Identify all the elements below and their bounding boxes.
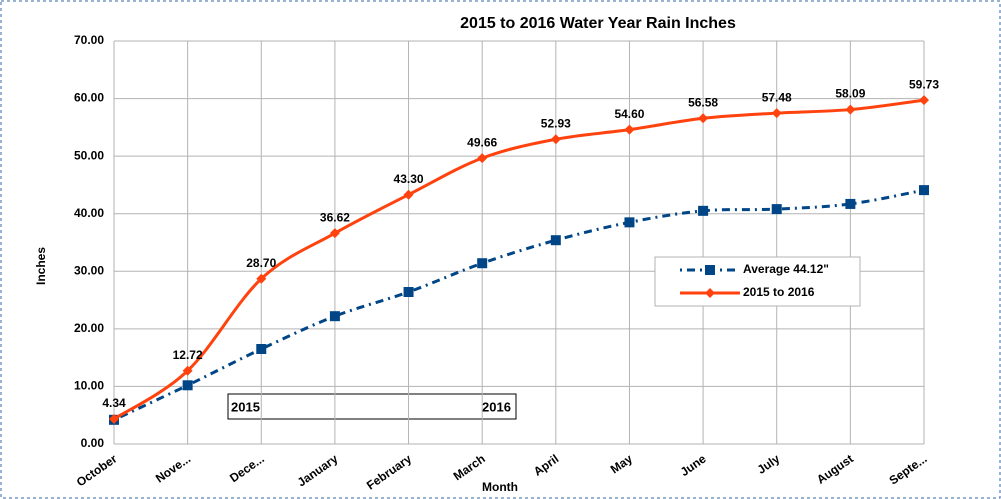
x-tick-label: Dece... <box>227 452 267 486</box>
x-tick-label: April <box>531 452 561 479</box>
marker <box>109 414 119 425</box>
marker <box>182 365 193 376</box>
data-label: 52.93 <box>541 116 571 130</box>
marker <box>705 265 715 275</box>
marker <box>919 185 929 196</box>
data-label: 49.66 <box>467 135 497 149</box>
data-label: 36.62 <box>320 210 350 224</box>
annotation-box <box>227 393 517 420</box>
marker <box>698 113 709 124</box>
x-tick-label: Septe... <box>887 452 930 488</box>
marker <box>845 104 856 115</box>
data-label: 43.30 <box>394 172 424 186</box>
y-tick-label: 70.00 <box>74 33 104 47</box>
y-tick-label: 40.00 <box>74 206 104 220</box>
y-tick-label: 0.00 <box>81 436 105 450</box>
annotation: 2016 <box>482 399 511 414</box>
marker <box>845 198 856 209</box>
marker <box>329 228 340 239</box>
x-tick-label: June <box>678 451 709 479</box>
legend-label: Average 44.12" <box>743 262 829 276</box>
data-label: 28.70 <box>246 256 276 270</box>
marker <box>550 235 561 246</box>
x-tick-label: October <box>74 451 120 489</box>
marker <box>705 288 715 298</box>
legend-box <box>654 256 861 307</box>
marker <box>256 344 267 355</box>
marker <box>329 311 340 322</box>
data-label: 4.34 <box>102 396 126 410</box>
y-tick-label: 10.00 <box>74 379 104 393</box>
y-tick-label: 20.00 <box>74 321 104 335</box>
x-tick-label: May <box>608 451 635 476</box>
marker <box>477 153 488 164</box>
x-tick-label: February <box>364 451 414 492</box>
data-label: 59.73 <box>909 77 939 91</box>
x-tick-label: August <box>814 452 856 487</box>
x-tick-label: January <box>295 451 341 489</box>
chart-title: 2015 to 2016 Water Year Rain Inches <box>460 15 736 32</box>
x-tick-label: March <box>451 452 488 484</box>
marker <box>919 95 929 106</box>
y-tick-label: 60.00 <box>74 91 104 105</box>
marker <box>771 204 782 215</box>
marker <box>771 108 782 119</box>
y-axis-label: Inches <box>34 247 48 285</box>
x-tick-label: July <box>755 451 783 476</box>
marker <box>403 189 414 200</box>
y-tick-label: 50.00 <box>74 148 104 162</box>
marker <box>182 380 193 391</box>
marker <box>477 258 488 269</box>
marker <box>256 273 267 284</box>
marker <box>624 124 635 135</box>
data-label: 12.72 <box>173 348 203 362</box>
x-tick-label: Nove... <box>153 452 193 486</box>
data-label: 54.60 <box>614 107 644 121</box>
marker <box>403 287 414 298</box>
legend-label: 2015 to 2016 <box>743 285 815 299</box>
marker <box>698 205 709 216</box>
y-tick-label: 30.00 <box>74 263 104 277</box>
data-label: 58.09 <box>835 87 865 101</box>
marker <box>550 134 561 145</box>
series-line <box>113 188 925 422</box>
x-axis-label: Month <box>482 480 518 494</box>
annotation: 2015 <box>231 399 260 414</box>
marker <box>624 217 635 228</box>
data-label: 57.48 <box>762 90 792 104</box>
data-label: 56.58 <box>688 95 718 109</box>
